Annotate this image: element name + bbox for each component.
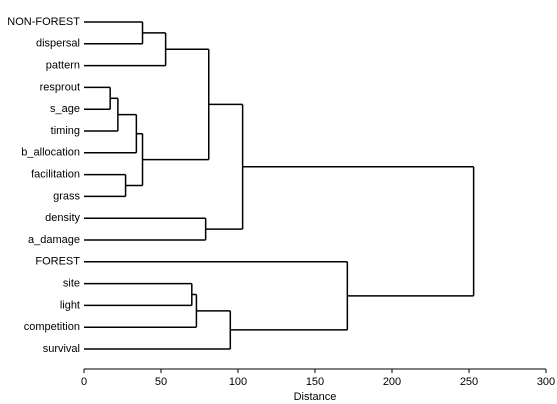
x-tick-label: 200 bbox=[383, 376, 401, 388]
leaf-label: timing bbox=[51, 125, 80, 137]
x-tick-label: 50 bbox=[155, 376, 167, 388]
x-tick-label: 150 bbox=[306, 376, 324, 388]
leaf-label: FOREST bbox=[35, 256, 80, 268]
leaf-label: grass bbox=[53, 190, 80, 202]
x-tick-label: 0 bbox=[81, 376, 87, 388]
x-tick-label: 100 bbox=[229, 376, 247, 388]
leaf-label: survival bbox=[43, 343, 80, 355]
leaf-label: competition bbox=[24, 321, 80, 333]
leaf-label: pattern bbox=[46, 60, 80, 72]
leaf-label: s_age bbox=[50, 103, 80, 115]
x-axis-label: Distance bbox=[294, 391, 337, 403]
leaf-label: a_damage bbox=[28, 234, 80, 246]
leaf-label: density bbox=[45, 212, 80, 224]
leaf-label: resprout bbox=[40, 81, 80, 93]
leaf-label: site bbox=[63, 278, 80, 290]
leaf-label: facilitation bbox=[31, 169, 80, 181]
x-tick-label: 300 bbox=[537, 376, 555, 388]
leaf-label: light bbox=[60, 299, 80, 311]
leaf-label: dispersal bbox=[36, 38, 80, 50]
x-tick-label: 250 bbox=[460, 376, 478, 388]
leaf-label: b_allocation bbox=[21, 147, 80, 159]
leaf-label: NON-FOREST bbox=[7, 16, 80, 28]
